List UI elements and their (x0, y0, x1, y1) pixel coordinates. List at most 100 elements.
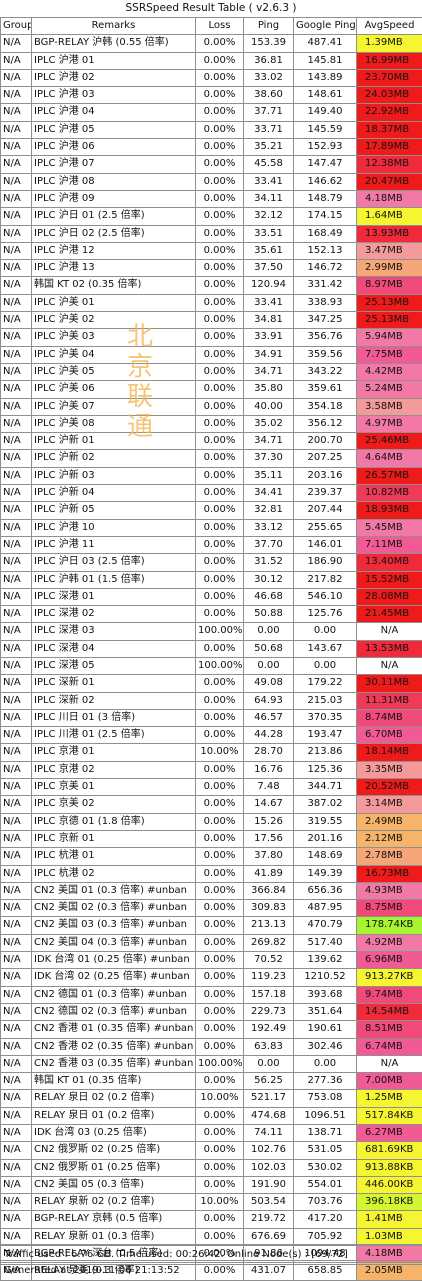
cell-google-ping: 530.02 (294, 1159, 357, 1176)
cell-remarks: CN2 德国 02 (0.3 倍率) #unban (32, 1003, 196, 1020)
cell-group: N/A (1, 588, 32, 605)
cell-remarks: IDK 台湾 03 (0.25 倍率) (32, 1125, 196, 1142)
cell-loss: 100.00% (196, 1055, 244, 1072)
cell-google-ping: 347.25 (294, 312, 357, 329)
cell-google-ping: 201.16 (294, 830, 357, 847)
cell-group: N/A (1, 329, 32, 346)
cell-avg-speed: 6.27MB (357, 1125, 422, 1142)
cell-ping: 35.11 (244, 467, 294, 484)
cell-google-ping: 277.36 (294, 1073, 357, 1090)
cell-loss: 0.00% (196, 813, 244, 830)
cell-avg-speed: N/A (357, 657, 422, 674)
cell-group: N/A (1, 1125, 32, 1142)
cell-group: N/A (1, 727, 32, 744)
cell-loss: 0.00% (196, 1073, 244, 1090)
cell-google-ping: 470.79 (294, 917, 357, 934)
cell-ping: 7.48 (244, 779, 294, 796)
watermark-char: 京 (120, 352, 160, 382)
cell-group: N/A (1, 173, 32, 190)
cell-ping: 37.70 (244, 536, 294, 553)
cell-google-ping: 239.37 (294, 485, 357, 502)
cell-loss: 0.00% (196, 727, 244, 744)
cell-loss: 0.00% (196, 830, 244, 847)
cell-loss: 0.00% (196, 87, 244, 104)
cell-ping: 40.00 (244, 398, 294, 415)
cell-avg-speed: 8.74MB (357, 709, 422, 726)
cell-avg-speed: 10.82MB (357, 485, 422, 502)
cell-loss: 0.00% (196, 156, 244, 173)
cell-group: N/A (1, 623, 32, 640)
cell-remarks: CN2 美国 05 (0.3 倍率) (32, 1176, 196, 1193)
cell-remarks: IPLC 沪美 08 (32, 415, 196, 432)
cell-remarks: IPLC 京新 01 (32, 830, 196, 847)
cell-loss: 0.00% (196, 450, 244, 467)
cell-loss: 0.00% (196, 485, 244, 502)
cell-ping: 34.41 (244, 485, 294, 502)
cell-ping: 37.30 (244, 450, 294, 467)
cell-google-ping: 149.40 (294, 104, 357, 121)
cell-google-ping: 215.03 (294, 692, 357, 709)
cell-ping: 33.91 (244, 329, 294, 346)
cell-loss: 0.00% (196, 277, 244, 294)
cell-remarks: BGP-RELAY 京韩 (0.5 倍率) (32, 1211, 196, 1228)
cell-ping: 74.11 (244, 1125, 294, 1142)
cell-ping: 219.72 (244, 1211, 294, 1228)
cell-group: N/A (1, 208, 32, 225)
cell-google-ping: 190.61 (294, 1021, 357, 1038)
cell-google-ping: 517.40 (294, 934, 357, 951)
cell-avg-speed: 25.13MB (357, 312, 422, 329)
cell-remarks: IPLC 沪日 02 (2.5 倍率) (32, 225, 196, 242)
cell-remarks: IPLC 沪美 06 (32, 381, 196, 398)
cell-avg-speed: 16.99MB (357, 52, 422, 69)
cell-group: N/A (1, 761, 32, 778)
cell-avg-speed: 2.78MB (357, 848, 422, 865)
cell-ping: 503.54 (244, 1194, 294, 1211)
cell-group: N/A (1, 1055, 32, 1072)
cell-avg-speed: 5.45MB (357, 519, 422, 536)
cell-group: N/A (1, 1090, 32, 1107)
cell-ping: 63.83 (244, 1038, 294, 1055)
cell-avg-speed: 8.75MB (357, 900, 422, 917)
cell-loss: 0.00% (196, 554, 244, 571)
cell-remarks: CN2 德国 01 (0.3 倍率) #unban (32, 986, 196, 1003)
cell-loss: 0.00% (196, 1176, 244, 1193)
cell-remarks: RELAY 泉日 01 (0.2 倍率) (32, 1107, 196, 1124)
cell-ping: 50.88 (244, 606, 294, 623)
cell-ping: 33.12 (244, 519, 294, 536)
cell-remarks: IPLC 沪港 12 (32, 242, 196, 259)
cell-google-ping: 359.56 (294, 346, 357, 363)
cell-loss: 0.00% (196, 190, 244, 207)
cell-avg-speed: 22.92MB (357, 104, 422, 121)
cell-loss: 0.00% (196, 502, 244, 519)
cell-google-ping: 168.49 (294, 225, 357, 242)
table-header-row: Group Remarks Loss Ping Google Ping AvgS… (1, 18, 422, 35)
cell-avg-speed: 9.74MB (357, 986, 422, 1003)
cell-google-ping: 359.61 (294, 381, 357, 398)
cell-avg-speed: 12.38MB (357, 156, 422, 173)
cell-google-ping: 145.59 (294, 121, 357, 138)
cell-ping: 33.71 (244, 121, 294, 138)
cell-ping: 70.52 (244, 952, 294, 969)
cell-google-ping: 186.90 (294, 554, 357, 571)
cell-remarks: IPLC 沪港 02 (32, 69, 196, 86)
cell-avg-speed: 913.88KB (357, 1159, 422, 1176)
cell-avg-speed: 446.00KB (357, 1176, 422, 1193)
cell-group: N/A (1, 779, 32, 796)
cell-avg-speed: 8.97MB (357, 277, 422, 294)
cell-google-ping: 343.22 (294, 363, 357, 380)
cell-remarks: RELAY 泉新 01 (0.3 倍率) (32, 1228, 196, 1245)
cell-group: N/A (1, 502, 32, 519)
cell-loss: 0.00% (196, 415, 244, 432)
cell-ping: 14.67 (244, 796, 294, 813)
cell-group: N/A (1, 190, 32, 207)
cell-group: N/A (1, 398, 32, 415)
